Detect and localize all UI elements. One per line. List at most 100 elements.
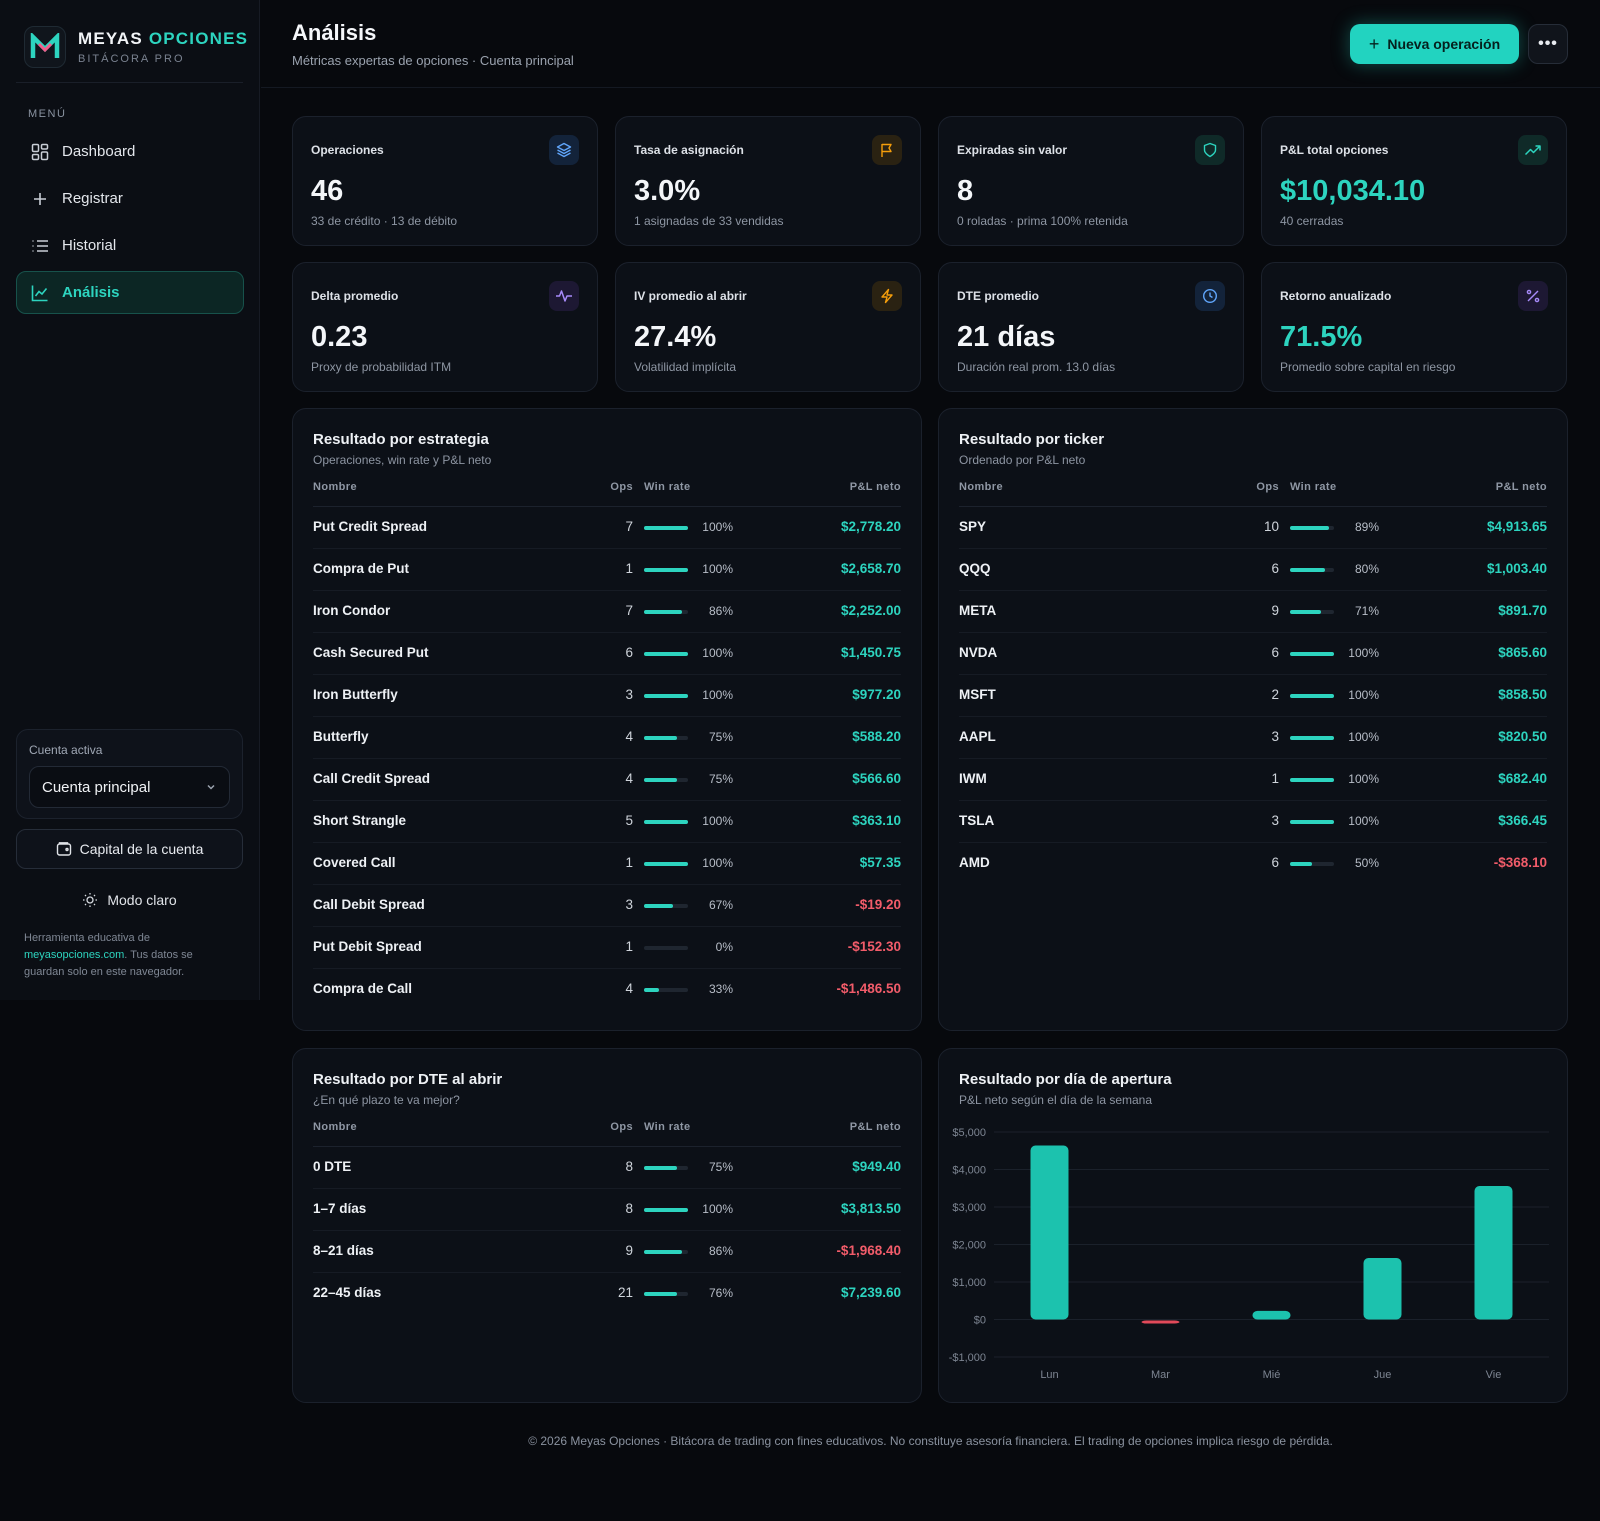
winrate-bar [644,946,688,950]
bar-mié[interactable] [1252,1310,1291,1320]
row-pl: $2,252.00 [840,603,901,618]
table-row[interactable]: QQQ 6 80% $1,003.40 [959,549,1547,591]
winrate-bar [644,568,688,572]
table-row[interactable]: Put Credit Spread 7 100% $2,778.20 [313,507,901,549]
row-ops: 3 [1271,813,1279,828]
capital-button-label: Capital de la cuenta [79,841,204,857]
new-trade-button[interactable]: + Nueva operación [1350,24,1519,64]
brand[interactable]: MEYAS OPCIONES BITÁCORA PRO [24,26,248,68]
row-winrate: 100% [702,562,733,576]
table-row[interactable]: META 9 71% $891.70 [959,591,1547,633]
row-pl: -$152.30 [847,939,901,954]
row-pl: $363.10 [852,813,901,828]
stat-label: Expiradas sin valor [957,143,1068,157]
table-row[interactable]: Compra de Call 4 33% -$1,486.50 [313,969,901,1011]
table-row[interactable]: 8–21 días 9 86% -$1,968.40 [313,1231,901,1273]
row-pl: $588.20 [852,729,901,744]
row-ops: 3 [625,897,633,912]
stat-value: 27.4% [634,321,717,353]
table-row[interactable]: Put Debit Spread 1 0% -$152.30 [313,927,901,969]
x-tick-label: Lun [1040,1369,1058,1381]
winrate-bar-fill [644,610,682,614]
table-row[interactable]: Call Credit Spread 4 75% $566.60 [313,759,901,801]
row-name: 22–45 días [313,1285,382,1300]
bar-vie[interactable] [1474,1186,1513,1320]
panel-subtitle: ¿En qué plazo te va mejor? [313,1093,460,1107]
divider [16,82,243,83]
row-ops: 8 [625,1201,633,1216]
table-row[interactable]: Covered Call 1 100% $57.35 [313,843,901,885]
table-row[interactable]: Cash Secured Put 6 100% $1,450.75 [313,633,901,675]
table-row[interactable]: IWM 1 100% $682.40 [959,759,1547,801]
table-row[interactable]: AMD 6 50% -$368.10 [959,843,1547,885]
stat-card: P&L total opciones $10,034.10 40 cerradas [1261,116,1567,246]
row-name: TSLA [959,813,995,828]
table-row[interactable]: Butterfly 4 75% $588.20 [313,717,901,759]
x-tick-label: Mar [1151,1369,1170,1381]
stat-value: 71.5% [1280,321,1363,353]
row-winrate: 75% [708,730,733,744]
wallet-icon [56,841,72,857]
website-link[interactable]: meyasopciones.com [24,949,125,961]
account-select[interactable]: Cuenta principal [29,766,230,808]
stat-value: 8 [957,175,974,207]
table-row[interactable]: 22–45 días 21 76% $7,239.60 [313,1273,901,1315]
table-row[interactable]: Iron Butterfly 3 100% $977.20 [313,675,901,717]
table-row[interactable]: SPY 10 89% $4,913.65 [959,507,1547,549]
row-winrate: 100% [702,856,733,870]
table-row[interactable]: Iron Condor 7 86% $2,252.00 [313,591,901,633]
sidebar-nav: Dashboard Registrar Historial Análisis [16,130,244,318]
table-row[interactable]: Short Strangle 5 100% $363.10 [313,801,901,843]
active-account-panel: Cuenta activa Cuenta principal [16,729,243,819]
row-ops: 6 [625,645,633,660]
page-header: Análisis Métricas expertas de opciones ·… [261,0,1600,88]
panel-subtitle: Operaciones, win rate y P&L neto [313,453,492,467]
more-options-button[interactable]: ••• [1528,24,1568,64]
table-row[interactable]: NVDA 6 100% $865.60 [959,633,1547,675]
winrate-bar-fill [644,1166,677,1170]
table-row[interactable]: 1–7 días 8 100% $3,813.50 [313,1189,901,1231]
table-header: Nombre Ops Win rate P&L neto [959,479,1547,507]
row-ops: 4 [625,981,633,996]
bar-mar[interactable] [1141,1320,1180,1324]
stat-subtext: Volatilidad implícita [634,360,737,374]
sidebar-item-historial[interactable]: Historial [16,224,244,267]
row-pl: $891.70 [1498,603,1547,618]
row-ops: 6 [1271,855,1279,870]
light-mode-toggle[interactable]: Modo claro [16,884,243,916]
bar-lun[interactable] [1030,1145,1069,1320]
x-tick-label: Jue [1374,1369,1392,1381]
table-row[interactable]: AAPL 3 100% $820.50 [959,717,1547,759]
table-row[interactable]: 0 DTE 8 75% $949.40 [313,1147,901,1189]
sidebar-item-dashboard[interactable]: Dashboard [16,130,244,173]
table-row[interactable]: Compra de Put 1 100% $2,658.70 [313,549,901,591]
table-row[interactable]: MSFT 2 100% $858.50 [959,675,1547,717]
sidebar-item-analisis[interactable]: Análisis [16,271,244,314]
col-winrate: Win rate [644,481,691,493]
row-name: Cash Secured Put [313,645,429,660]
bar-jue[interactable] [1363,1258,1402,1320]
new-trade-label: Nueva operación [1387,36,1501,52]
panel-title: Resultado por día de apertura [959,1071,1172,1088]
table-row[interactable]: Call Debit Spread 3 67% -$19.20 [313,885,901,927]
row-winrate: 33% [708,982,733,996]
brand-subtitle: BITÁCORA PRO [78,53,185,65]
row-name: META [959,603,997,618]
y-tick-label: $1,000 [952,1277,986,1289]
winrate-bar-fill [1290,526,1330,530]
row-winrate: 76% [708,1286,733,1300]
sidebar-item-registrar[interactable]: Registrar [16,177,244,220]
winrate-bar-fill [1290,694,1334,698]
row-ops: 7 [625,519,633,534]
row-pl: $566.60 [852,771,901,786]
table-row[interactable]: TSLA 3 100% $366.45 [959,801,1547,843]
winrate-bar [1290,778,1334,782]
winrate-bar-fill [644,820,688,824]
row-name: SPY [959,519,987,534]
row-winrate: 75% [708,772,733,786]
stat-subtext: 40 cerradas [1280,214,1344,228]
stat-card: Expiradas sin valor 8 0 roladas · prima 10… [938,116,1244,246]
winrate-bar-fill [1290,862,1312,866]
account-capital-button[interactable]: Capital de la cuenta [16,829,243,869]
winrate-bar-fill [644,988,659,992]
